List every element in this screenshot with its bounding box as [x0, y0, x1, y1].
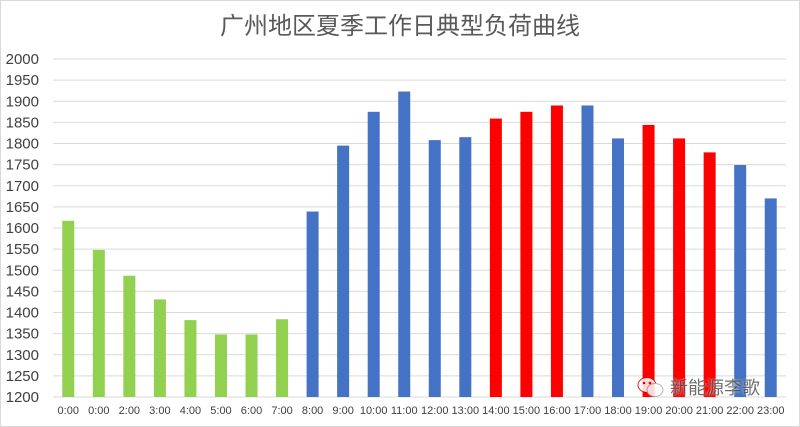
y-tick-label: 1550 — [6, 241, 39, 258]
x-tick-label: 18:00 — [604, 405, 632, 417]
x-tick-label: 16:00 — [543, 405, 571, 417]
y-tick-label: 1300 — [6, 347, 39, 364]
bar — [642, 124, 655, 397]
bar — [581, 105, 594, 397]
x-tick-label: 7:00 — [271, 405, 292, 417]
y-tick-label: 1950 — [6, 72, 39, 89]
x-tick-label: 5:00 — [210, 405, 231, 417]
bar — [92, 249, 105, 397]
y-tick-label: 1800 — [6, 136, 39, 153]
chart-title: 广州地区夏季工作日典型负荷曲线 — [220, 12, 580, 40]
x-tick-label: 4:00 — [180, 405, 201, 417]
x-tick-label: 14:00 — [482, 405, 510, 417]
bar — [398, 91, 411, 397]
y-tick-label: 1250 — [6, 368, 39, 385]
bar — [123, 275, 136, 397]
bar — [184, 320, 197, 397]
x-tick-label: 8:00 — [302, 405, 323, 417]
x-tick-label: 13:00 — [452, 405, 480, 417]
y-tick-label: 2000 — [6, 51, 39, 68]
bar — [153, 299, 166, 397]
x-tick-label: 20:00 — [665, 405, 693, 417]
x-tick-label: 9:00 — [332, 405, 353, 417]
x-tick-label: 12:00 — [421, 405, 449, 417]
bar — [489, 118, 502, 397]
x-tick-label: 0:00 — [88, 405, 109, 417]
watermark-text: 新能源李歌 — [670, 378, 760, 399]
x-tick-label: 6:00 — [241, 405, 262, 417]
x-tick-label: 15:00 — [513, 405, 541, 417]
y-tick-label: 1450 — [6, 283, 39, 300]
bar — [459, 137, 472, 397]
x-tick-label: 22:00 — [726, 405, 754, 417]
y-tick-label: 1200 — [6, 389, 39, 406]
bar — [428, 140, 441, 397]
bar — [245, 334, 258, 397]
y-tick-label: 1400 — [6, 305, 39, 322]
y-tick-label: 1750 — [6, 157, 39, 174]
y-tick-label: 1600 — [6, 220, 39, 237]
bar — [62, 220, 75, 397]
y-tick-label: 1700 — [6, 178, 39, 195]
x-tick-label: 10:00 — [360, 405, 388, 417]
y-tick-label: 1500 — [6, 262, 39, 279]
bar — [764, 198, 777, 397]
bar — [550, 105, 563, 397]
bar — [612, 138, 625, 397]
bar — [337, 145, 350, 397]
x-tick-label: 17:00 — [574, 405, 602, 417]
bar — [673, 138, 686, 397]
bar — [734, 165, 747, 397]
x-tick-label: 11:00 — [391, 405, 418, 417]
bar — [306, 211, 319, 397]
wechat-icon — [637, 377, 664, 397]
bar — [703, 152, 716, 397]
bar — [520, 111, 533, 397]
x-tick-label: 19:00 — [635, 405, 663, 417]
x-tick-label: 0:00 — [58, 405, 79, 417]
bar — [276, 319, 289, 397]
x-tick-label: 3:00 — [149, 405, 170, 417]
y-tick-label: 1350 — [6, 326, 39, 343]
watermark: 新能源李歌 — [636, 374, 760, 400]
y-tick-label: 1850 — [6, 114, 39, 131]
x-tick-label: 21:00 — [696, 405, 724, 417]
y-tick-label: 1650 — [6, 199, 39, 216]
x-tick-label: 2:00 — [119, 405, 140, 417]
bar — [214, 334, 227, 397]
x-tick-label: 23:00 — [757, 405, 785, 417]
bar — [367, 111, 380, 397]
y-tick-label: 1900 — [6, 93, 39, 110]
